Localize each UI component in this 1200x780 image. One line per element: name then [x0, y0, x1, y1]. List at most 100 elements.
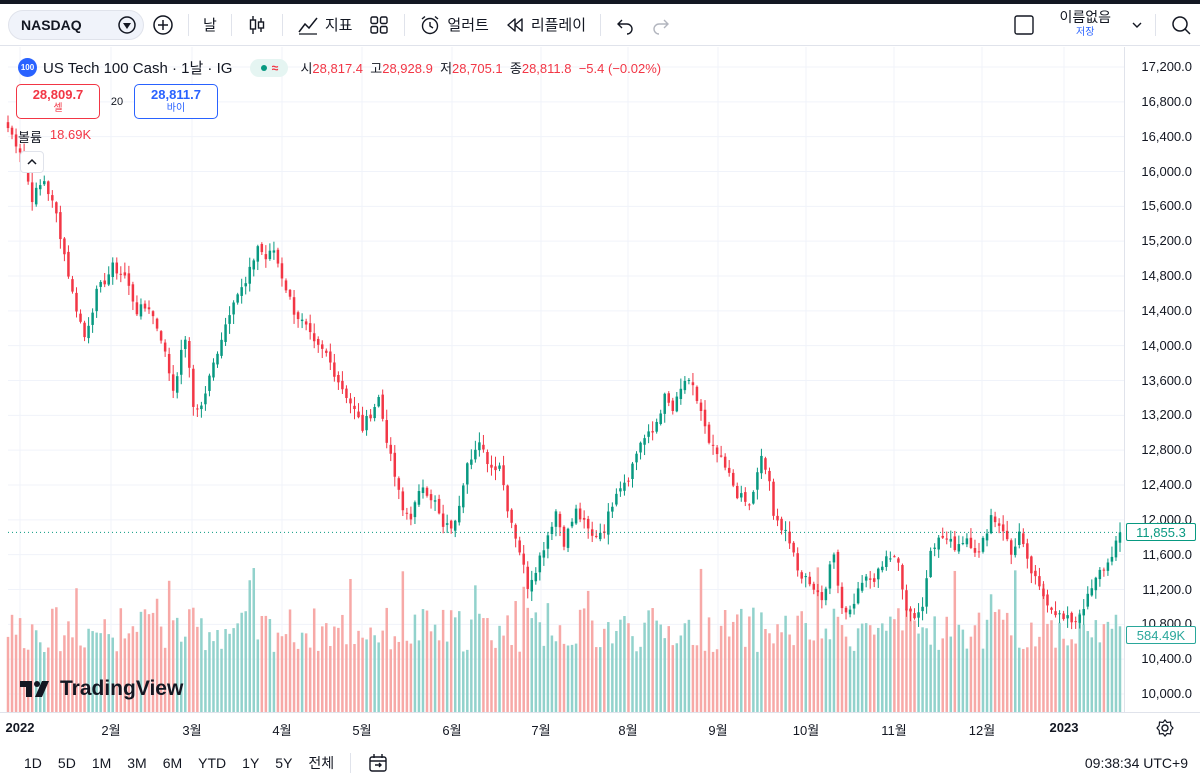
candle	[820, 585, 824, 609]
volume-label[interactable]: 볼륨	[18, 130, 42, 145]
chart-type-button[interactable]	[238, 9, 276, 41]
candle	[611, 502, 614, 519]
range-button[interactable]: 전체	[308, 754, 335, 771]
undo-button[interactable]	[607, 9, 643, 41]
quick-search-button[interactable]	[1162, 9, 1200, 41]
candle-body	[449, 520, 453, 529]
market-status-pill[interactable]: ≈	[250, 58, 289, 77]
candle-body	[381, 394, 384, 419]
range-button[interactable]: 1D	[24, 754, 42, 771]
range-button[interactable]: YTD	[198, 754, 227, 771]
candle	[558, 511, 562, 537]
toolbar-separator	[350, 752, 352, 773]
symbol-menu-icon[interactable]	[117, 15, 137, 35]
range-button[interactable]: 3M	[127, 754, 147, 771]
sell-button[interactable]: 28,809.7 셀	[16, 84, 100, 119]
compare-add-button[interactable]	[144, 9, 182, 41]
candle	[494, 456, 497, 481]
candle	[881, 561, 884, 573]
candle	[804, 573, 807, 588]
candle	[514, 523, 517, 548]
redo-button[interactable]	[643, 9, 679, 41]
volume-bar	[345, 644, 348, 712]
candle	[877, 567, 880, 588]
symbol-title[interactable]: US Tech 100 Cash · 1날 · IG	[43, 60, 233, 77]
layout-name-button[interactable]: 이름없음 저장	[1007, 9, 1149, 40]
toolbar-separator	[1155, 13, 1156, 36]
volume-bar	[333, 626, 336, 712]
date-range-list: 1D 5D 1M 3M 6M YTD 1Y 5Y 전체	[16, 749, 342, 777]
clock-timezone[interactable]: 09:38:34 UTC+9	[1084, 754, 1188, 771]
candle-body	[312, 333, 316, 342]
collapse-legend-button[interactable]	[20, 151, 44, 173]
candle	[1102, 567, 1106, 577]
time-tick-label: 2월	[101, 723, 121, 738]
chart-settings-button[interactable]	[1154, 717, 1176, 739]
volume-bar	[413, 614, 417, 712]
candle-body	[731, 472, 735, 486]
volume-bar	[897, 608, 900, 712]
change-value: −5.4 (−0.02%)	[578, 61, 662, 76]
templates-button[interactable]	[360, 9, 398, 41]
volume-bar	[179, 641, 183, 712]
candle	[844, 606, 848, 620]
time-tick-label: 7월	[531, 723, 551, 738]
volume-bar	[127, 633, 131, 712]
volume-bar	[47, 647, 50, 712]
candle	[615, 488, 618, 507]
buy-label: 바이	[166, 102, 186, 114]
tradingview-watermark[interactable]: TradingView	[20, 677, 183, 701]
volume-bar	[631, 636, 634, 712]
volume-bar	[764, 629, 767, 712]
interval-button[interactable]: 날	[195, 9, 225, 41]
range-button[interactable]: 5D	[57, 754, 76, 771]
volume-bar	[220, 648, 223, 712]
go-to-date-button[interactable]	[359, 747, 397, 779]
candle	[470, 449, 473, 470]
range-button[interactable]: 1M	[91, 754, 112, 771]
price-tick-label: 14,400.0	[1141, 302, 1192, 318]
volume-bar	[236, 623, 239, 712]
volume-bar	[83, 647, 86, 712]
buy-button[interactable]: 28,811.7 바이	[134, 84, 218, 119]
alert-button[interactable]: 얼러트	[411, 9, 496, 41]
candle-body	[860, 582, 864, 591]
candle	[377, 394, 380, 408]
volume-bar	[590, 620, 594, 712]
candle-body	[917, 612, 920, 618]
indicators-icon	[297, 14, 319, 36]
price-tick-label: 13,200.0	[1141, 407, 1192, 423]
volume-bar	[695, 645, 699, 712]
range-button[interactable]: 1Y	[242, 754, 260, 771]
time-axis[interactable]: 2022 2월 3월 4월 5월 6월 7월 8월 9월 10월 11월 12월 2023	[0, 712, 1200, 742]
range-button[interactable]: 5Y	[275, 754, 293, 771]
volume-bar	[1058, 622, 1061, 712]
candle-body	[877, 568, 880, 580]
candle-body	[14, 134, 18, 147]
replay-button[interactable]: 리플레이	[497, 9, 594, 41]
candle	[740, 485, 743, 502]
candle-body	[409, 513, 413, 520]
symbol-search-box[interactable]: NASDAQ	[8, 9, 144, 40]
layout-square-icon[interactable]	[1013, 14, 1035, 36]
range-button[interactable]: 6M	[162, 754, 183, 771]
price-tick-label: 13,600.0	[1141, 372, 1192, 388]
candle-body	[115, 262, 119, 274]
volume-bar	[361, 637, 364, 712]
volume-bar	[905, 608, 908, 712]
candle	[776, 508, 779, 527]
chevron-up-icon	[26, 156, 38, 168]
candle-body	[87, 325, 90, 339]
chart-area[interactable]: 100 US Tech 100 Cash · 1날 · IG ≈ 시28,817…	[0, 47, 1200, 712]
candle-body	[151, 311, 155, 317]
chevron-down-icon[interactable]	[1131, 19, 1143, 31]
indicators-button[interactable]: 지표	[289, 9, 361, 41]
candlestick-chart[interactable]	[0, 47, 1200, 712]
volume-bar	[607, 622, 610, 712]
market-open-dot	[260, 64, 267, 71]
trade-buttons: 28,809.7 셀 20 28,811.7 바이	[16, 84, 218, 119]
volume-bar	[977, 612, 981, 712]
candle-body	[623, 482, 626, 491]
volume-bar	[34, 630, 38, 712]
candle	[792, 541, 795, 557]
